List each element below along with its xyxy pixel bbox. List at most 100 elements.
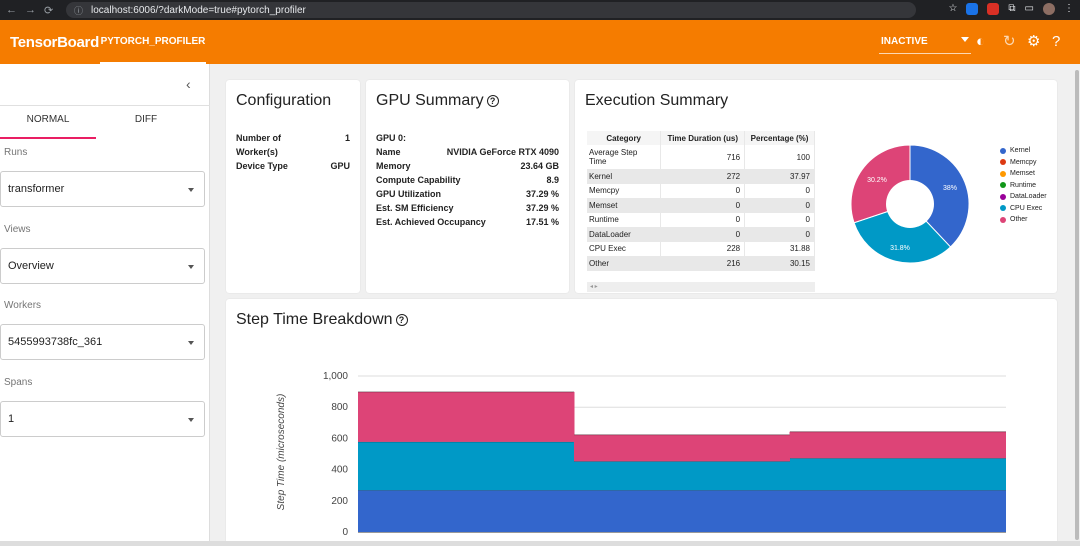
chevron-down-icon[interactable] [961, 37, 969, 42]
gear-icon[interactable]: ⚙ [1027, 33, 1041, 50]
step-area-other[interactable] [358, 391, 574, 442]
reload-icon[interactable]: ⟳ [44, 4, 54, 17]
table-row: DataLoader 0 0 [587, 227, 815, 242]
legend-item[interactable]: Runtime [1000, 180, 1047, 192]
legend-swatch [1000, 147, 1006, 154]
gpu-summary-row: Est. Achieved Occupancy 17.51 % [376, 217, 559, 227]
views-select[interactable]: Overview [0, 248, 205, 284]
column-header[interactable]: Percentage (%) [744, 131, 815, 145]
step-area-cpu-exec[interactable] [574, 461, 790, 491]
step-area-kernel[interactable] [358, 490, 574, 532]
config-row: Worker(s) [236, 147, 278, 157]
url-text: localhost:6006/?darkMode=true#pytorch_pr… [91, 4, 306, 16]
table-cell: 0 [660, 198, 746, 213]
page-horizontal-scrollbar[interactable] [0, 541, 1080, 546]
dark-mode-icon[interactable]: ◐ [976, 33, 986, 50]
table-row: Average Step Time 716 100 [587, 145, 815, 169]
address-bar[interactable]: ⓘ localhost:6006/?darkMode=true#pytorch_… [66, 2, 916, 18]
execution-summary-title: Execution Summary [585, 92, 729, 109]
workers-value: 5455993738fc_361 [8, 336, 103, 348]
pie-legend: Kernel Memcpy Memset Runtime DataLoader CPU E… [1000, 145, 1047, 226]
gpu-summary-row: Name NVIDIA GeForce RTX 4090 [376, 147, 559, 157]
help-icon[interactable]: ? [395, 313, 408, 326]
table-cell: 0 [660, 183, 746, 198]
step-area-cpu-exec[interactable] [790, 458, 1006, 491]
spans-label: Spans [4, 377, 33, 388]
runs-label: Runs [4, 147, 28, 158]
table-cell: CPU Exec [587, 241, 662, 256]
configuration-title: Configuration [236, 92, 332, 109]
legend-swatch [1000, 205, 1006, 212]
extensions-puzzle-icon[interactable]: ⧉ [1008, 3, 1016, 14]
spans-select[interactable]: 1 [0, 401, 205, 437]
gpu-summary-row: Est. SM Efficiency 37.29 % [376, 203, 559, 213]
profile-avatar-icon[interactable] [1043, 3, 1055, 15]
chevron-down-icon [188, 188, 194, 192]
legend-item[interactable]: DataLoader [1000, 191, 1047, 203]
y-tick-label: 200 [331, 496, 348, 507]
y-axis-label: Step Time (microseconds) [276, 394, 287, 511]
views-label: Views [4, 224, 31, 235]
side-panel-icon[interactable]: ▭ [1024, 3, 1034, 14]
table-scrollbar[interactable]: ◂ ▸ [587, 282, 815, 292]
legend-item[interactable]: Memcpy [1000, 157, 1047, 169]
step-area-other[interactable] [790, 431, 1006, 459]
chevron-down-icon [188, 265, 194, 269]
gpu-summary-row: GPU 0: [376, 133, 407, 143]
legend-swatch [1000, 193, 1006, 200]
gpu-summary-title: GPU Summary? [376, 92, 499, 110]
y-tick-label: 600 [331, 433, 348, 444]
pie-slice-cpu-exec[interactable] [853, 203, 952, 264]
pie-slice-kernel[interactable] [909, 144, 970, 248]
workers-select[interactable]: 5455993738fc_361 [0, 324, 205, 360]
tab-pytorch-profiler[interactable]: PYTORCH_PROFILER [100, 20, 206, 64]
table-cell: 0 [744, 183, 815, 198]
forward-icon[interactable]: → [25, 3, 36, 16]
table-row: Memcpy 0 0 [587, 183, 815, 198]
table-cell: Memset [587, 198, 662, 213]
column-header[interactable]: Time Duration (us) [660, 131, 746, 145]
runs-select[interactable]: transformer [0, 171, 205, 207]
legend-swatch [1000, 182, 1006, 189]
spans-value: 1 [8, 413, 15, 425]
tab-diff[interactable]: DIFF [134, 114, 158, 125]
table-cell: 37.97 [744, 169, 815, 184]
table-cell: Average Step Time [587, 145, 662, 169]
page-vertical-scrollbar[interactable] [1074, 64, 1080, 546]
back-icon[interactable]: ← [6, 3, 17, 16]
step-time-chart: 1,000 800 600 400 200 0 Step Time (microsecon… [276, 371, 1006, 538]
gpu-summary-row: Memory 23.64 GB [376, 161, 559, 171]
legend-item[interactable]: Other [1000, 214, 1047, 226]
legend-item[interactable]: CPU Exec [1000, 203, 1047, 215]
bookmark-star-icon[interactable]: ☆ [948, 3, 958, 14]
y-tick-label: 400 [331, 465, 348, 476]
table-cell: 0 [660, 227, 746, 242]
column-header[interactable]: Category [587, 131, 662, 145]
browser-toolbar: ← → ⟳ ⓘ localhost:6006/?darkMode=true#py… [0, 0, 1080, 20]
table-cell: 216 [660, 256, 746, 271]
step-area-kernel[interactable] [790, 490, 1006, 532]
help-icon[interactable]: ? [1052, 33, 1061, 50]
reload-icon[interactable]: ↻ [1003, 33, 1016, 50]
legend-swatch [1000, 159, 1006, 166]
browser-menu-icon[interactable]: ⋮ [1064, 3, 1074, 14]
table-cell: Other [587, 256, 662, 271]
table-cell: 272 [660, 169, 746, 184]
execution-pie-chart: 38% 31.8% 30.2% [850, 144, 970, 264]
site-info-icon[interactable]: ⓘ [74, 5, 84, 16]
extension-icon[interactable] [987, 3, 1000, 15]
step-area-other[interactable] [574, 434, 790, 462]
plugin-status-select[interactable]: INACTIVE [879, 30, 971, 54]
step-area-kernel[interactable] [574, 490, 790, 532]
step-area-cpu-exec[interactable] [358, 441, 574, 491]
legend-item[interactable]: Memset [1000, 168, 1047, 180]
help-icon[interactable]: ? [486, 94, 499, 107]
divider [0, 105, 210, 106]
tab-normal[interactable]: NORMAL [0, 114, 96, 139]
collapse-sidebar-icon[interactable]: ‹ [186, 76, 191, 92]
table-row: Kernel 272 37.97 [587, 169, 815, 184]
table-row: Memset 0 0 [587, 198, 815, 213]
extension-icon[interactable] [966, 3, 979, 15]
table-cell: 31.88 [744, 241, 815, 256]
legend-item[interactable]: Kernel [1000, 145, 1047, 157]
